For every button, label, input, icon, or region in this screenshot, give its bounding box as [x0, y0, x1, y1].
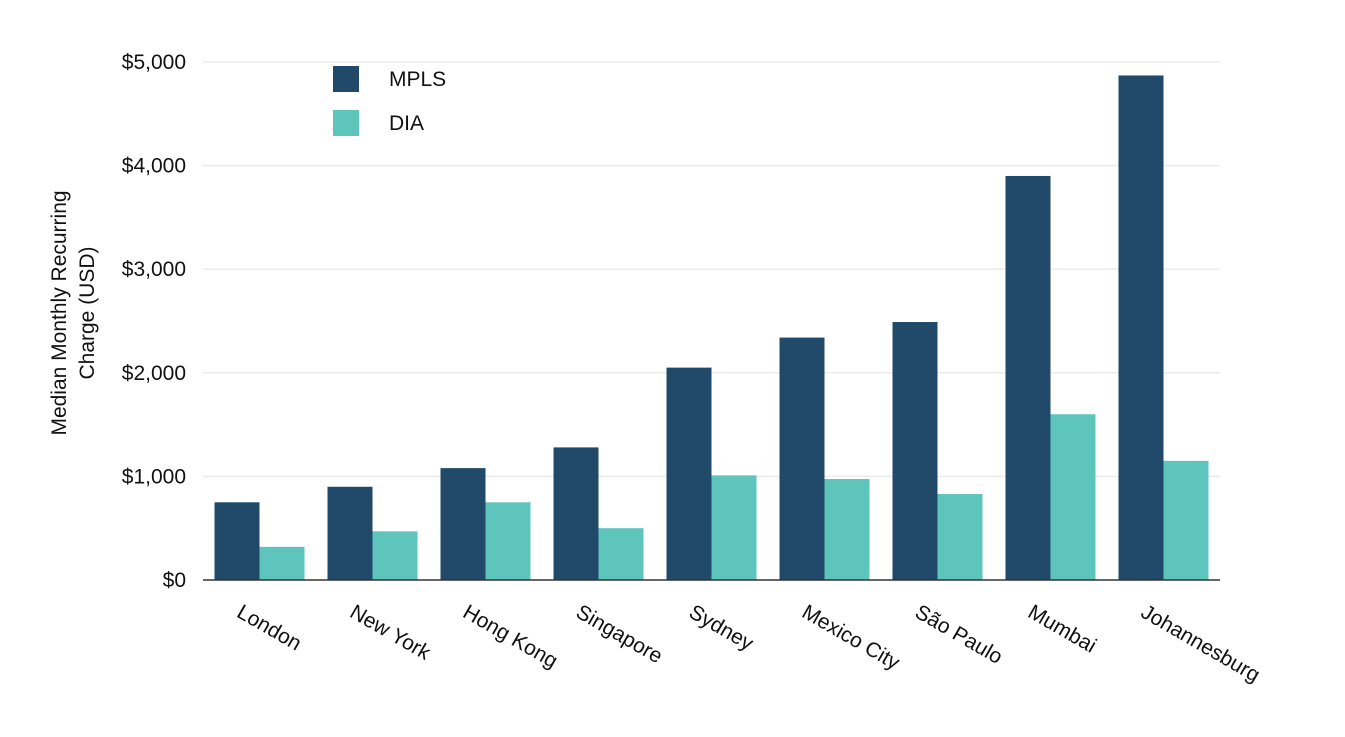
bar-dia — [937, 494, 983, 580]
bar-dia — [485, 502, 531, 580]
bar-mpls — [553, 447, 599, 580]
y-tick-label: $2,000 — [122, 362, 186, 385]
x-tick-label: Hong Kong — [459, 600, 562, 672]
bar-dia — [1163, 460, 1209, 580]
legend-label: MPLS — [389, 68, 446, 91]
x-tick-label: London — [233, 600, 305, 655]
bar-mpls — [440, 468, 486, 580]
y-tick-label: $1,000 — [122, 465, 186, 488]
x-tick-label: Johannesburg — [1137, 600, 1264, 686]
bar-mpls — [666, 367, 712, 580]
y-tick-label: $0 — [163, 569, 186, 592]
bars — [214, 75, 1209, 580]
bar-mpls — [1118, 75, 1164, 580]
legend-swatch — [333, 66, 359, 92]
bar-mpls — [214, 502, 260, 580]
bar-dia — [824, 478, 870, 580]
x-tick-label: São Paulo — [911, 600, 1006, 668]
bar-dia — [372, 531, 418, 580]
x-tick-label: Sydney — [685, 600, 758, 655]
legend: MPLS DIA — [333, 66, 446, 136]
y-axis-title-line: Charge (USD) — [76, 246, 99, 379]
x-tick-label: New York — [346, 600, 435, 665]
bar-mpls — [892, 322, 938, 580]
bar-dia — [259, 546, 305, 580]
legend-swatch — [333, 110, 359, 136]
bar-mpls — [779, 337, 825, 580]
y-tick-label: $5,000 — [122, 51, 186, 74]
bar-mpls — [327, 486, 373, 580]
y-tick-label: $3,000 — [122, 258, 186, 281]
bar-dia — [598, 528, 644, 580]
x-tick-label: Mexico City — [798, 600, 904, 674]
y-axis-title: Median Monthly Recurring Charge (USD) — [48, 190, 99, 435]
bar-dia — [711, 475, 757, 580]
y-tick-label: $4,000 — [122, 155, 186, 178]
bar-mpls — [1005, 175, 1051, 580]
bar-dia — [1050, 414, 1096, 580]
x-tick-label: Singapore — [572, 600, 666, 668]
x-tick-label: Mumbai — [1024, 600, 1100, 657]
y-axis-title-line: Median Monthly Recurring — [48, 190, 71, 435]
legend-label: DIA — [389, 112, 424, 135]
